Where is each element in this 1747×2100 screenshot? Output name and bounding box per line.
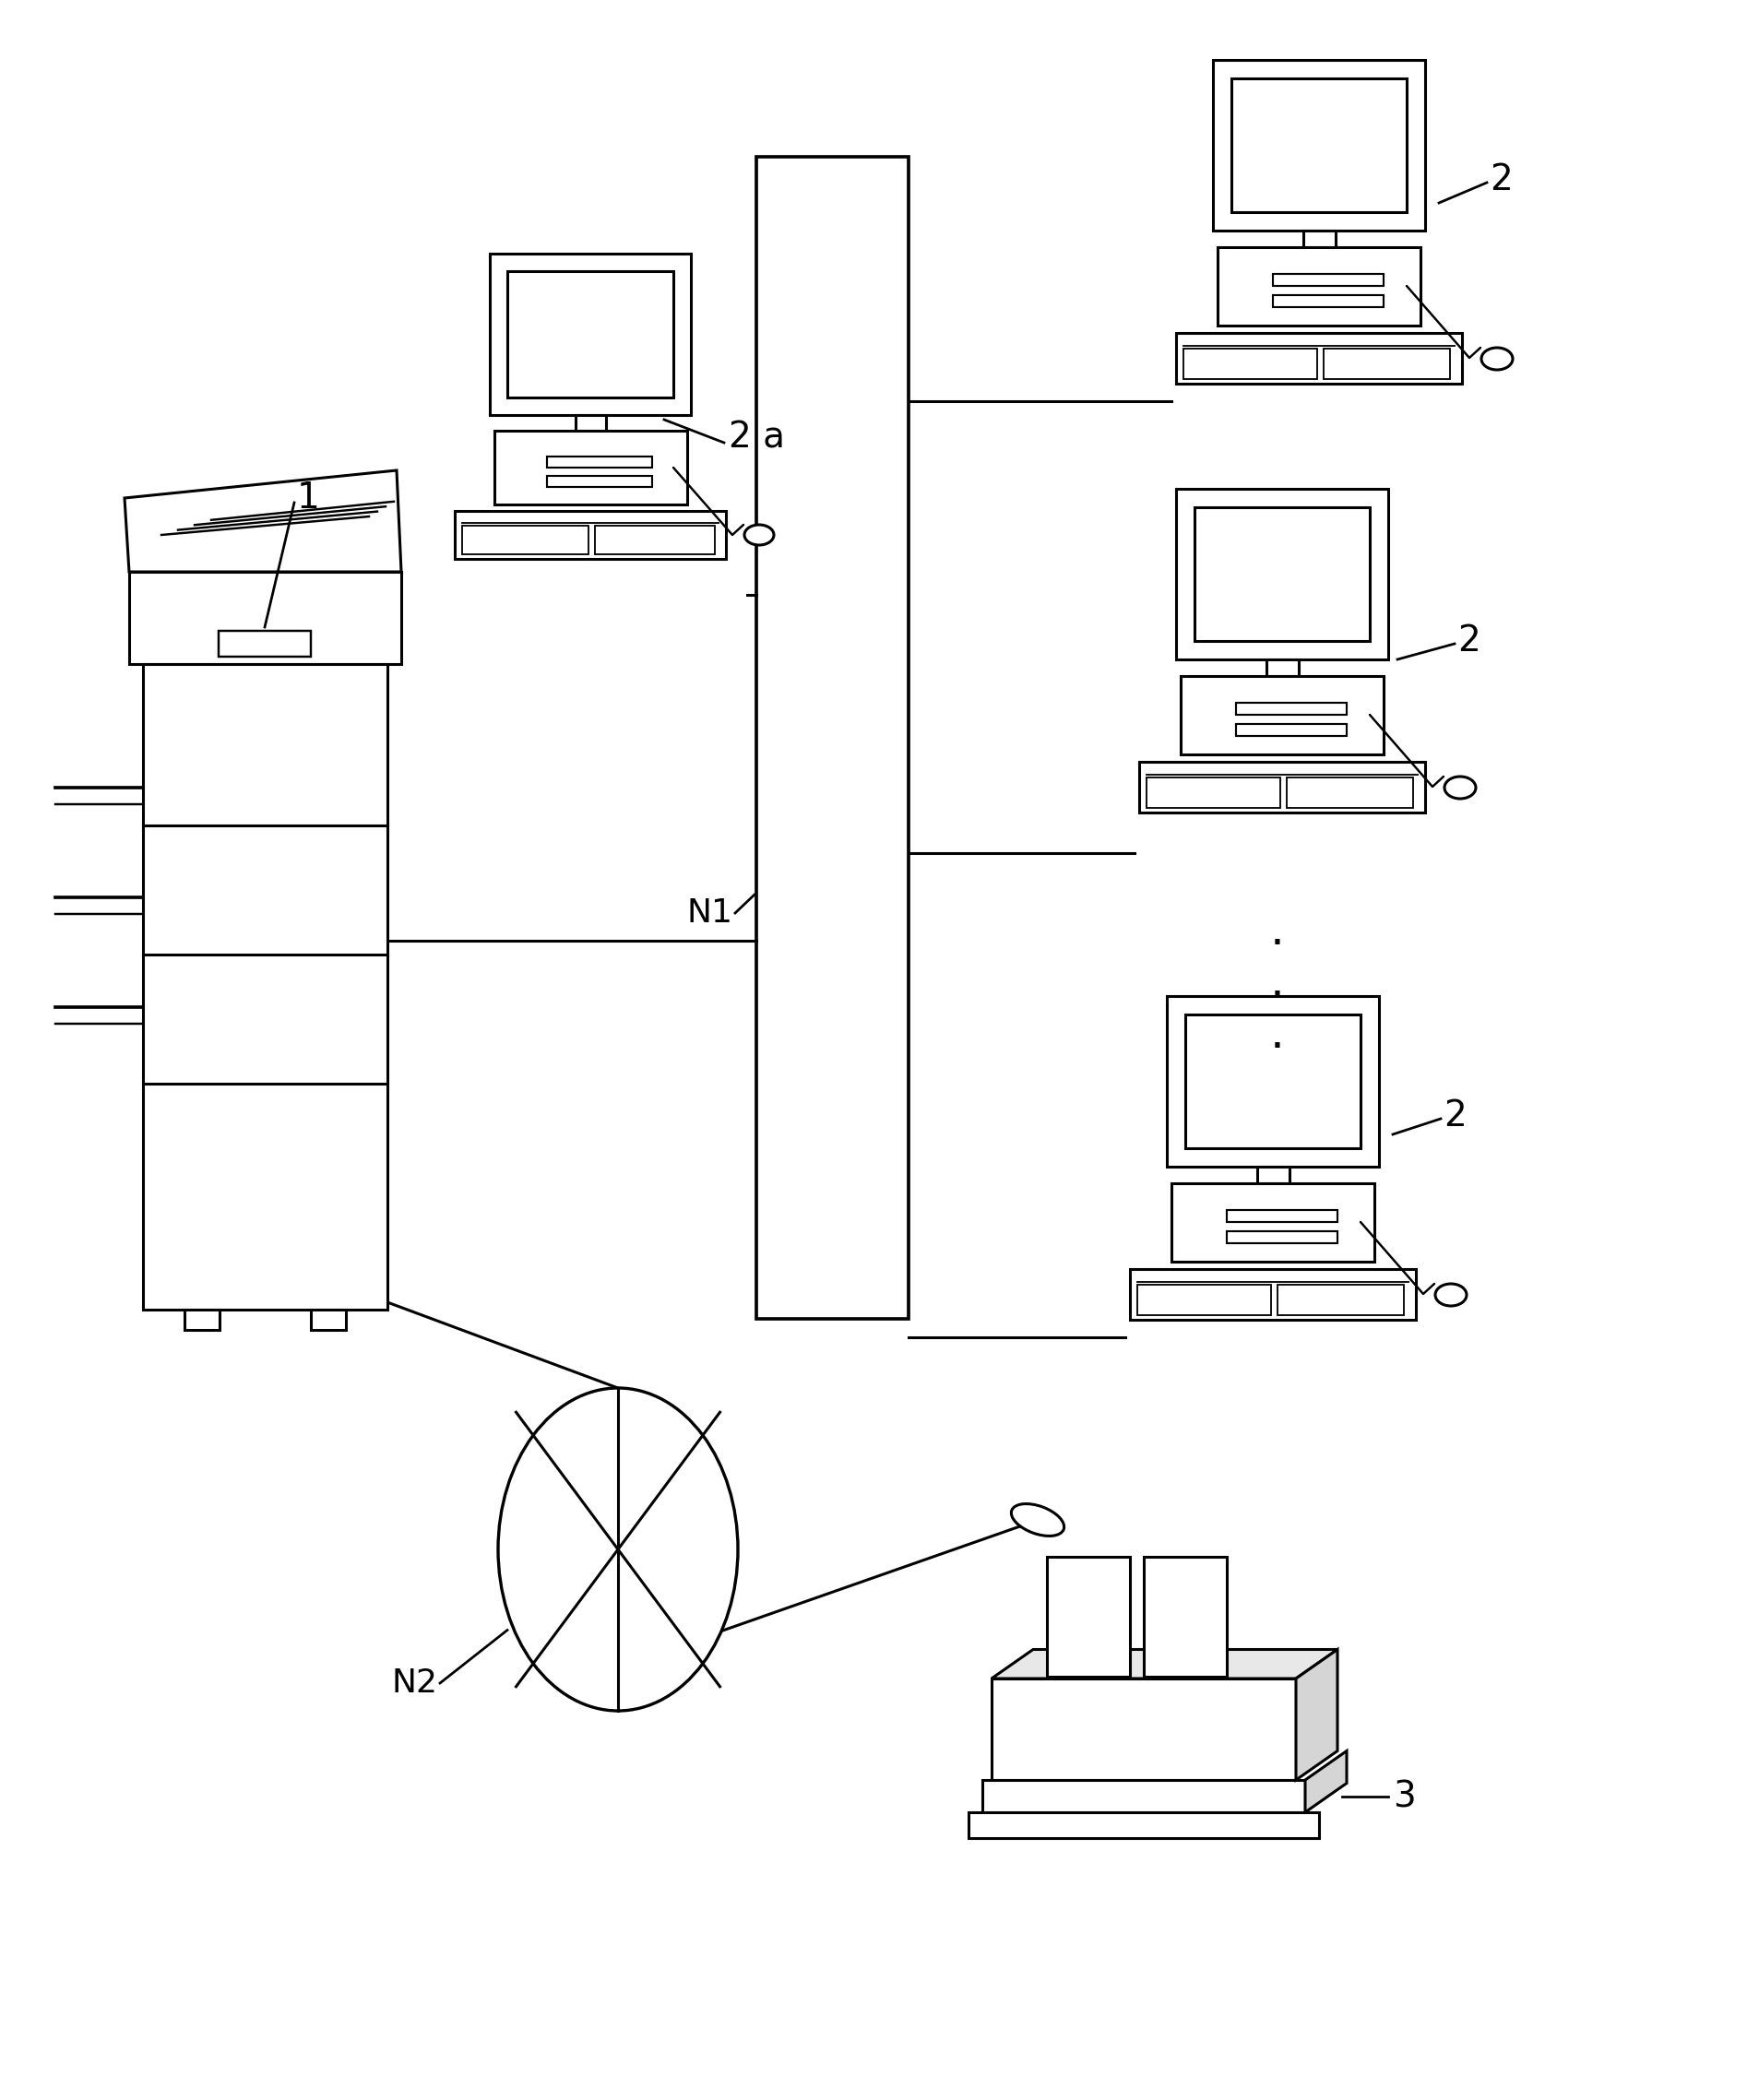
Bar [1046,1556,1130,1676]
Text: 2 a: 2 a [728,420,784,456]
Bar [1183,349,1317,380]
Ellipse shape [1436,1283,1466,1306]
Bar [756,158,908,1319]
Bar [547,456,652,468]
Bar [185,1310,220,1329]
Bar [129,571,402,664]
Bar [1144,1556,1226,1676]
Polygon shape [1305,1751,1347,1812]
Ellipse shape [744,525,774,546]
Bar [1226,1231,1338,1243]
Bar [1258,1168,1289,1182]
Bar [992,1678,1296,1781]
Bar [1267,659,1298,676]
Bar [507,271,673,397]
Text: 2: 2 [1457,624,1480,659]
Bar [1167,995,1378,1168]
Bar [218,630,311,657]
Bar [982,1781,1305,1812]
Bar [1195,508,1370,640]
Bar [454,510,727,559]
Text: 3: 3 [1392,1779,1415,1814]
Text: 2: 2 [1443,1098,1466,1134]
Bar [1181,676,1384,754]
Bar [594,525,715,554]
Bar [1184,1014,1361,1149]
Ellipse shape [498,1388,737,1711]
Bar [461,525,589,554]
Bar [489,254,690,416]
Bar [1212,61,1426,231]
Bar [968,1812,1319,1838]
Polygon shape [124,470,402,571]
Bar [1146,777,1281,808]
Text: 2: 2 [1490,162,1513,197]
Bar [1274,296,1384,307]
Bar [1277,1285,1405,1315]
Text: 1: 1 [297,481,320,514]
Bar [1235,704,1347,714]
Bar [547,477,652,487]
Bar [1218,248,1420,326]
Bar [1139,762,1426,813]
Text: N1: N1 [687,897,734,928]
Bar [1303,231,1336,248]
Bar [1288,777,1413,808]
Bar [143,664,388,1310]
Bar [1130,1268,1415,1319]
Polygon shape [992,1648,1338,1678]
Text: N2: N2 [391,1667,438,1699]
Bar [494,430,687,504]
Ellipse shape [1012,1504,1064,1535]
Bar [1274,273,1384,286]
Bar [1172,1182,1375,1262]
Ellipse shape [1445,777,1476,798]
Bar [1324,349,1450,380]
Polygon shape [1296,1648,1338,1781]
Bar [1176,334,1462,384]
Bar [1232,78,1406,212]
Bar [1235,724,1347,735]
Ellipse shape [1481,349,1513,370]
Bar [1137,1285,1272,1315]
Bar [575,416,606,430]
Text: ·
·
·: · · · [1270,922,1284,1069]
Bar [1226,1210,1338,1222]
Bar [311,1310,346,1329]
Bar [1176,489,1389,659]
